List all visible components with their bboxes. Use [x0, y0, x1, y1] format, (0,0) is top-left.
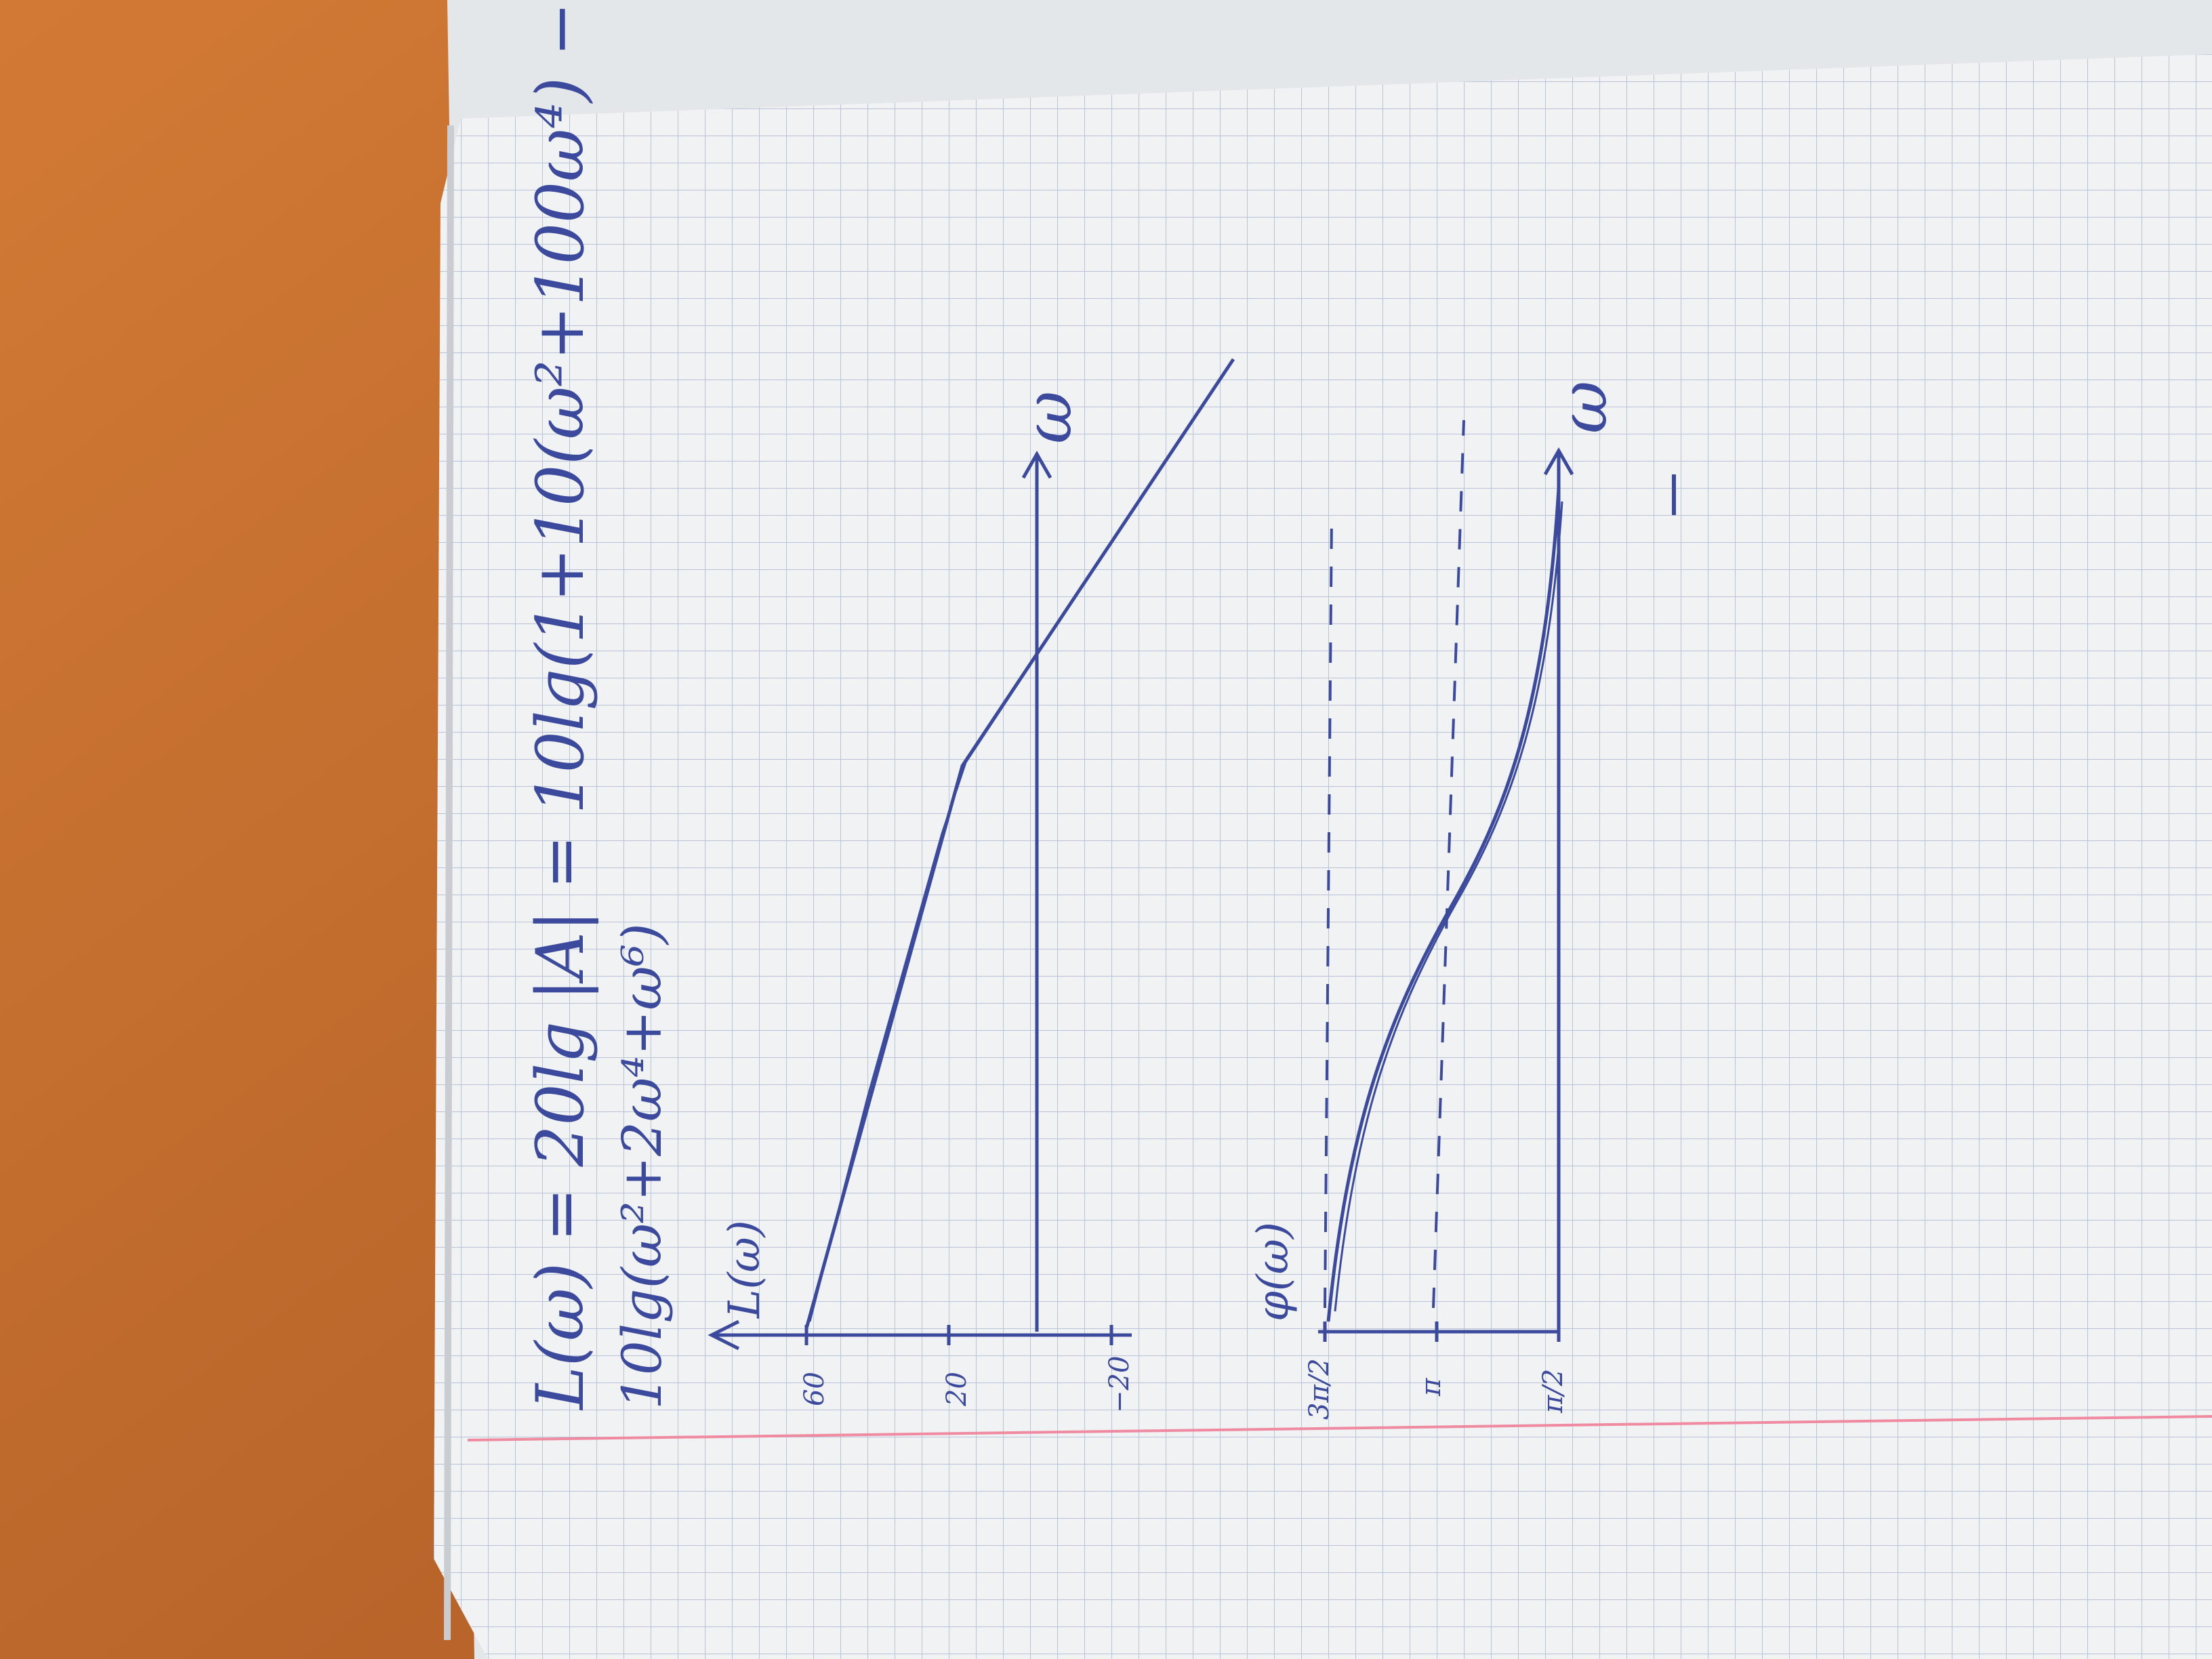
phase-curve — [1326, 487, 1561, 1322]
magnitude-y-label: L(ω) — [720, 1220, 770, 1319]
magnitude-x-label: ω — [1010, 391, 1086, 444]
formula-line-1: L(ω) = 20lg |A| = 10lg(1+10(ω²+100ω⁴) − — [523, 2, 598, 1411]
magnitude-tick-20: 20 — [941, 1372, 972, 1407]
asymptote-guides — [1324, 419, 1465, 1309]
notebook-page — [434, 54, 2212, 1659]
phase-tick-pi-2: π/2 — [1538, 1369, 1569, 1414]
plot-phase — [1318, 447, 1574, 1342]
magnitude-labels: L(ω) ω 60 20 −20 — [720, 391, 1135, 1413]
phase-x-label: ω — [1546, 381, 1622, 434]
phase-tick-3pi-2: 3π/2 — [1304, 1358, 1335, 1420]
phase-labels: φ(ω) ω 3π/2 π π/2 — [1248, 381, 1622, 1420]
margin-line — [467, 1415, 2212, 1441]
magnitude-tick-60: 60 — [799, 1372, 830, 1406]
magnitude-tick-minus20: −20 — [1104, 1356, 1135, 1413]
phase-tick-pi: π — [1416, 1378, 1447, 1397]
phase-y-label: φ(ω) — [1248, 1222, 1298, 1322]
formula: L(ω) = 20lg |A| = 10lg(1+10(ω²+100ω⁴) − … — [523, 2, 674, 1411]
formula-line-2: 10lg(ω²+2ω⁴+ω⁶) — [611, 923, 674, 1410]
plot-magnitude — [708, 358, 1235, 1351]
